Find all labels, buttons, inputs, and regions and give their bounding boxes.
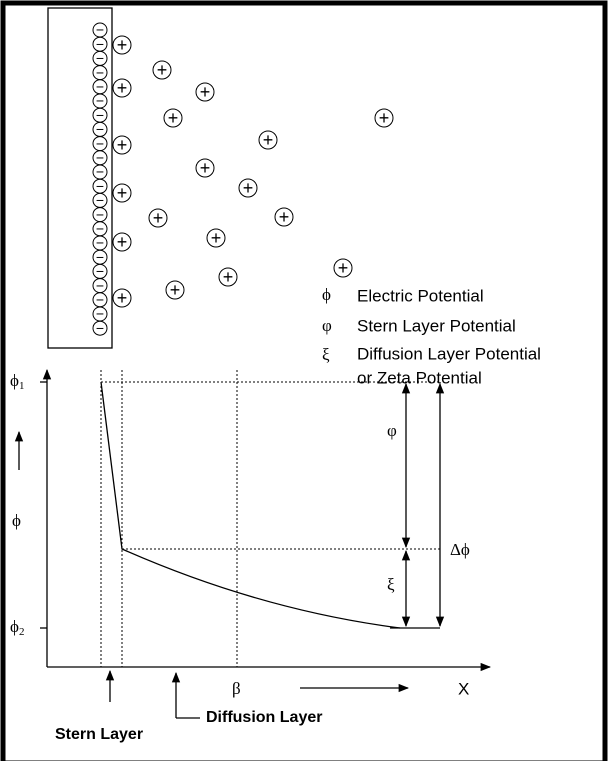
- positive-charge: [258, 130, 278, 150]
- negative-charge-sign: −: [96, 93, 104, 109]
- positive-charge: [333, 258, 353, 278]
- negative-charge-sign: −: [96, 64, 104, 80]
- negative-charge-sign: −: [96, 306, 104, 322]
- positive-charge-sign: +: [153, 208, 164, 228]
- dimension-label: φ: [387, 421, 397, 440]
- negative-charge-sign: −: [96, 121, 104, 137]
- legend-text: Diffusion Layer Potential: [357, 344, 541, 363]
- legend-symbol: ϕ: [322, 285, 331, 304]
- legend: ϕ Electric Potential φ Stern Layer Poten…: [322, 285, 541, 388]
- y-label: ϕ: [12, 511, 21, 530]
- negative-charge-sign: −: [96, 79, 104, 95]
- positive-charge-sign: +: [243, 178, 254, 198]
- legend-text: Electric Potential: [357, 286, 484, 305]
- positive-charge-sign: +: [223, 267, 234, 287]
- negative-charge-sign: −: [96, 249, 104, 265]
- negative-charge-sign: −: [96, 178, 104, 194]
- stern-layer-label: Stern Layer: [55, 726, 143, 743]
- positive-charge-sign: +: [117, 288, 128, 308]
- legend-text: or Zeta Potential: [357, 368, 482, 387]
- positive-charge-sign: +: [279, 207, 290, 227]
- graph: ϕ1 ϕ ϕ2 φ ξ Δϕ β X Stern Layer Diffusion…: [10, 368, 492, 743]
- negative-charge-sign: −: [96, 277, 104, 293]
- positive-charge-sign: +: [168, 108, 179, 128]
- positive-charge: [148, 208, 168, 228]
- positive-charge: [152, 60, 172, 80]
- positive-charge-sign: +: [338, 258, 349, 278]
- negative-charge-sign: −: [96, 36, 104, 52]
- positive-charge: [112, 78, 132, 98]
- dimension-label: Δϕ: [450, 540, 470, 559]
- positive-charge-sign: +: [117, 232, 128, 252]
- positive-charge-sign: +: [200, 82, 211, 102]
- negative-charge-sign: −: [96, 206, 104, 222]
- negative-charge-sign: −: [96, 263, 104, 279]
- negative-charge-sign: −: [96, 50, 104, 66]
- y-label: ϕ1: [10, 371, 24, 392]
- positive-charge: [112, 35, 132, 55]
- diffusion-layer-label: Diffusion Layer: [206, 709, 322, 726]
- dimension-label: ξ: [387, 575, 395, 594]
- positive-charge: [165, 280, 185, 300]
- charges: −−−−−−−−−−−−−−−−−−−−−−+++++++++++++ +++++…: [92, 22, 394, 336]
- legend-symbol: φ: [322, 316, 332, 335]
- legend-text: Stern Layer Potential: [357, 316, 516, 335]
- potential-curve: [100, 381, 401, 629]
- positive-charge-sign: +: [117, 35, 128, 55]
- positive-charge: [206, 228, 226, 248]
- positive-charge: [112, 183, 132, 203]
- beta-label: β: [232, 679, 241, 698]
- legend-symbol: ξ: [322, 345, 330, 364]
- negative-charge-sign: −: [96, 292, 104, 308]
- electrode: [47, 7, 113, 349]
- positive-charge: [112, 232, 132, 252]
- positive-charge-sign: +: [211, 228, 222, 248]
- negative-charge-sign: −: [96, 235, 104, 251]
- positive-charge-sign: +: [117, 183, 128, 203]
- positive-charge: [238, 178, 258, 198]
- positive-charge: [163, 108, 183, 128]
- negative-charge-sign: −: [96, 150, 104, 166]
- positive-charge-sign: +: [263, 130, 274, 150]
- positive-charge: [374, 108, 394, 128]
- positive-charge-sign: +: [170, 280, 181, 300]
- negative-charge-sign: −: [96, 107, 104, 123]
- negative-charge-sign: −: [96, 135, 104, 151]
- positive-charge: [195, 82, 215, 102]
- positive-charge: [218, 267, 238, 287]
- positive-charge: [112, 135, 132, 155]
- negative-charge: [92, 320, 108, 336]
- negative-charge-sign: −: [96, 192, 104, 208]
- positive-charge-sign: +: [117, 135, 128, 155]
- positive-charge: [112, 288, 132, 308]
- positive-charge-sign: +: [117, 78, 128, 98]
- y-label: ϕ2: [10, 617, 24, 638]
- positive-charge-sign: +: [157, 60, 168, 80]
- positive-charge: [274, 207, 294, 227]
- negative-charge-sign: −: [96, 164, 104, 180]
- positive-charge: [195, 158, 215, 178]
- positive-charge-sign: +: [200, 158, 211, 178]
- negative-charge-sign: −: [96, 22, 104, 38]
- negative-charge-sign: −: [96, 221, 104, 237]
- x-label: X: [458, 679, 469, 698]
- positive-charge-sign: +: [379, 108, 390, 128]
- negative-charge-sign: −: [96, 320, 104, 336]
